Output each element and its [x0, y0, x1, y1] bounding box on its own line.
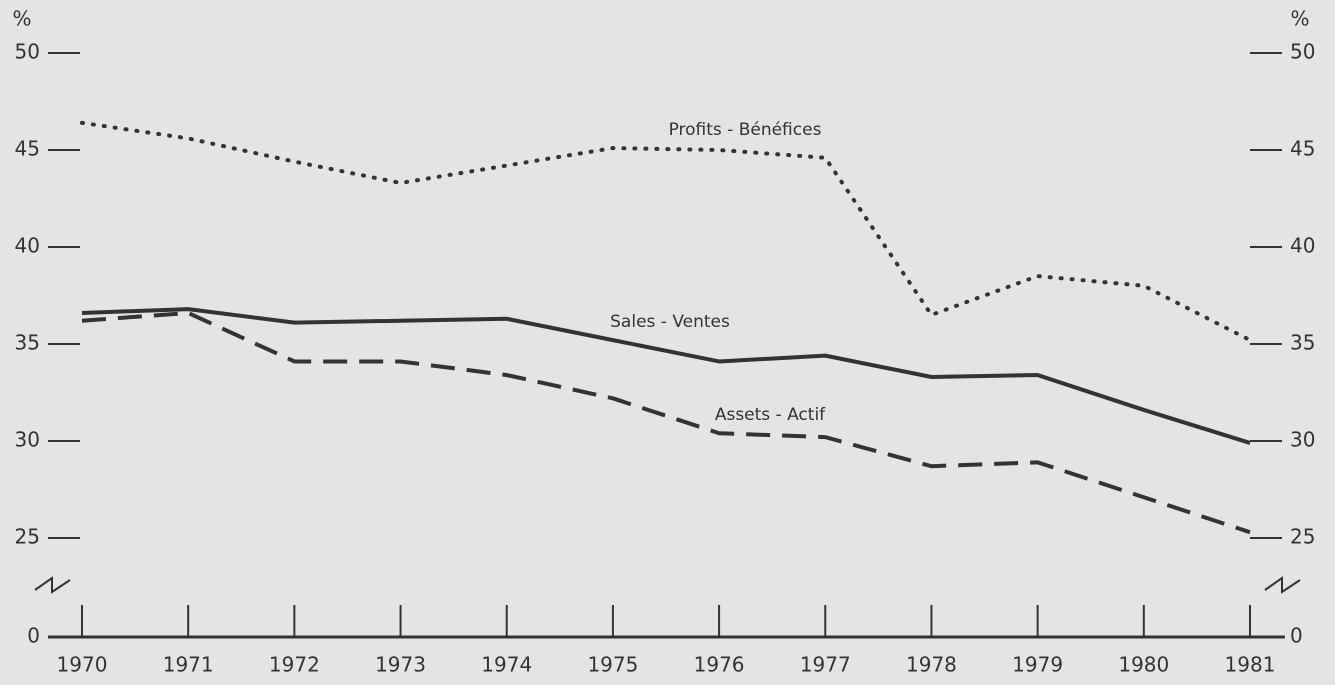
series-line [81, 307, 1251, 445]
x-tick-label: 1971 [163, 653, 214, 677]
y-tick-label: 35 [15, 331, 40, 355]
series-line [81, 310, 1251, 535]
y-unit-left: % [12, 7, 31, 31]
y-tick-label-right: 45 [1290, 137, 1315, 161]
axis-breaks [34, 576, 1301, 594]
x-tick-label: 1975 [587, 653, 638, 677]
y-tick-label-right: 0 [1290, 624, 1303, 648]
x-tick-label: 1972 [269, 653, 320, 677]
y-tick-label: 25 [15, 525, 40, 549]
x-tick-label: 1977 [800, 653, 851, 677]
y-tick-label-right: 25 [1290, 525, 1315, 549]
break-left [34, 576, 71, 594]
y-tick-label-right: 35 [1290, 331, 1315, 355]
series-label: Assets - Actif [715, 405, 826, 425]
series-line [80, 120, 1252, 343]
x-tick-label: 1973 [375, 653, 426, 677]
y-tick-label-right: 30 [1290, 428, 1315, 452]
y-tick-label-right: 50 [1290, 40, 1315, 64]
y-tick-label: 0 [27, 624, 40, 648]
x-tick-label: 1979 [1012, 653, 1063, 677]
x-tick-label: 1974 [481, 653, 532, 677]
series-label: Profits - Bénéfices [669, 120, 822, 140]
x-tick-label: 1970 [57, 653, 108, 677]
y-tick-label: 40 [15, 234, 40, 258]
x-tick-label: 1978 [906, 653, 957, 677]
series-label: Sales - Ventes [610, 312, 730, 332]
x-tick-label: 1980 [1118, 653, 1169, 677]
y-unit-right: % [1290, 7, 1309, 31]
y-tick-label: 45 [15, 137, 40, 161]
break-right [1264, 576, 1301, 594]
y-tick-label-right: 40 [1290, 234, 1315, 258]
y-tick-label: 50 [15, 40, 40, 64]
x-tick-label: 1981 [1225, 653, 1276, 677]
y-tick-label: 30 [15, 428, 40, 452]
x-tick-label: 1976 [694, 653, 745, 677]
